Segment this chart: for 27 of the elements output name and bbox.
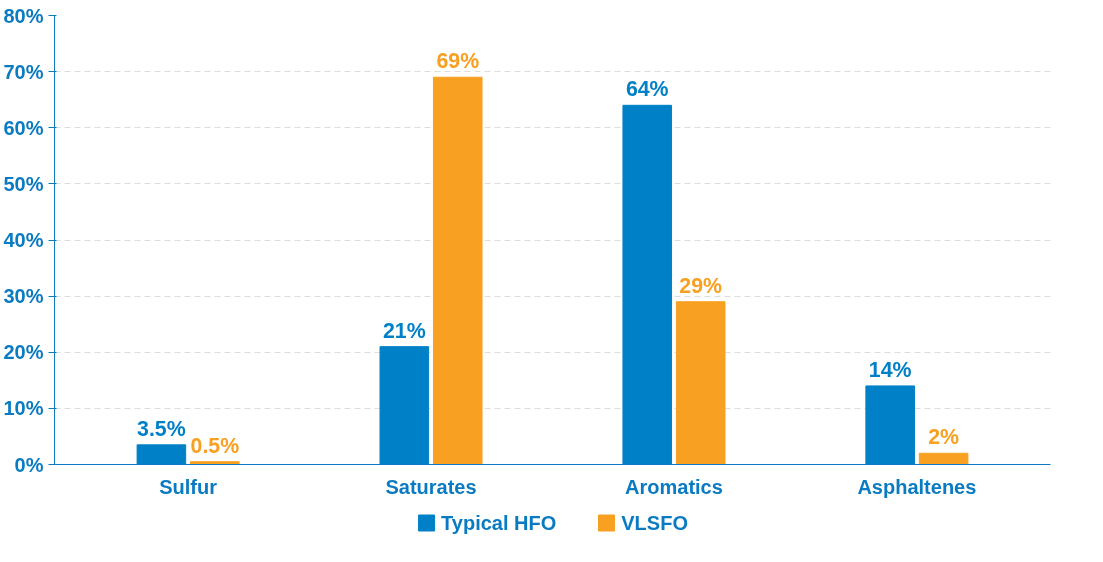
- data-label: 29%: [679, 273, 723, 298]
- data-label: 14%: [868, 357, 912, 382]
- data-label: 3.5%: [137, 416, 186, 441]
- legend-label: Typical HFO: [441, 511, 557, 534]
- x-tick-label: Aromatics: [625, 475, 723, 498]
- x-tick-label: Asphaltenes: [857, 475, 977, 498]
- bar: [190, 461, 240, 465]
- data-label: 64%: [625, 77, 669, 102]
- data-label: 21%: [382, 318, 426, 343]
- x-tick-label: Saturates: [385, 475, 477, 498]
- bar: [918, 452, 969, 465]
- y-tick-label: 40%: [3, 229, 44, 251]
- data-label: 2%: [928, 425, 960, 450]
- y-tick-label: 10%: [3, 397, 44, 420]
- data-label: 69%: [436, 49, 480, 74]
- data-label: 0.5%: [190, 433, 240, 458]
- y-tick-label: 30%: [3, 285, 44, 308]
- y-tick-label: 60%: [3, 116, 44, 139]
- x-tick-label: Sulfur: [159, 475, 218, 498]
- bar: [675, 301, 726, 465]
- legend-label: VLSFO: [621, 511, 688, 534]
- y-tick-label: 80%: [3, 4, 44, 27]
- y-tick-label: 70%: [3, 60, 44, 83]
- y-tick-label: 0%: [14, 453, 44, 476]
- y-tick-label: 50%: [3, 172, 44, 195]
- y-tick-label: 20%: [3, 341, 44, 364]
- bar: [432, 76, 483, 465]
